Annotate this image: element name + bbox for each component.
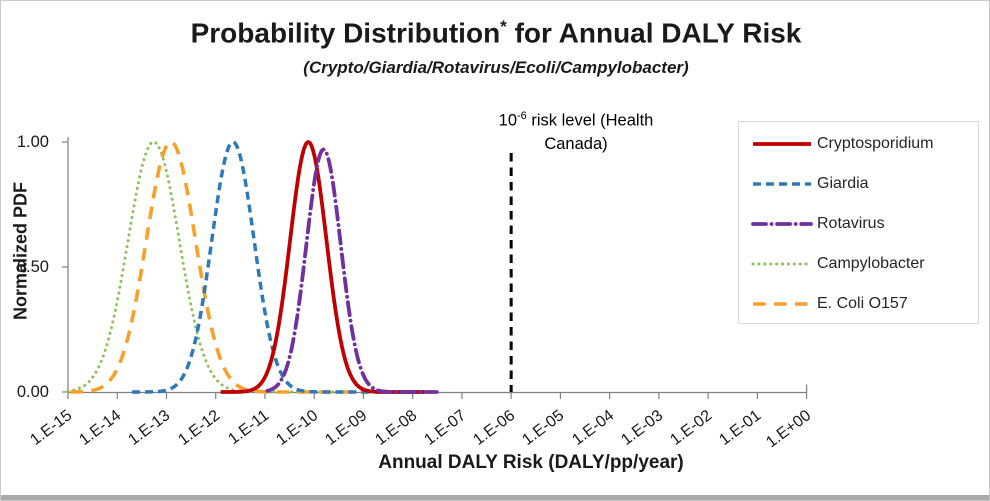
legend-label: E. Coli O157 (817, 295, 908, 312)
y-tick-label: 0.00 (16, 383, 49, 401)
risk-level-annotation: 10-6 risk level (Health Canada) (441, 105, 711, 156)
legend-item-e-coli-o157: E. Coli O157 (739, 284, 978, 324)
legend-line-sample (753, 142, 811, 146)
legend-label: Campylobacter (817, 255, 925, 272)
y-tick-label: 1.00 (16, 133, 49, 151)
curve-cryptosporidium (219, 140, 426, 394)
annotation-exponent: -6 (517, 110, 527, 122)
annotation-line2: Canada) (544, 134, 608, 153)
legend-item-campylobacter: Campylobacter (739, 244, 978, 284)
annotation-line1: 10-6 risk level (Health (441, 105, 711, 133)
legend-line-sample (751, 262, 813, 266)
legend-item-giardia: Giardia (739, 164, 978, 204)
curve-rotavirus (265, 147, 439, 394)
bottom-edge-bar (1, 495, 989, 500)
legend-line-sample (753, 302, 811, 306)
legend-label: Cryptosporidium (817, 135, 934, 152)
legend-label: Rotavirus (817, 215, 885, 232)
legend-label: Giardia (817, 175, 869, 192)
legend-item-rotavirus: Rotavirus (739, 204, 978, 244)
annotation-rest: risk level (Health (526, 111, 654, 130)
curve-e-coli-o157 (69, 140, 369, 394)
axis-lines (67, 137, 808, 394)
chart-title-asterisk: * (500, 17, 507, 36)
legend-item-cryptosporidium: Cryptosporidium (739, 124, 978, 164)
legend-line-sample (753, 182, 811, 186)
curve-giardia (131, 140, 426, 394)
annotation-base: 10 (498, 111, 518, 130)
chart-title-rest: for Annual DALY Risk (506, 17, 802, 49)
chart-subtitle: (Crypto/Giardia/Rotavirus/Ecoli/Campylob… (303, 58, 689, 77)
y-axis-title: Normalized PDF (10, 181, 31, 321)
legend: Cryptosporidium Giardia Rotavirus Campyloba… (738, 121, 979, 324)
y-tick-label: 0.50 (16, 258, 49, 276)
legend-line-sample (751, 222, 813, 226)
chart-title: Probability Distribution* for Annual DAL… (1, 17, 989, 49)
x-axis-title: Annual DALY Risk (DALY/pp/year) (378, 452, 684, 473)
chart-title-main: Probability Distribution (190, 17, 501, 49)
